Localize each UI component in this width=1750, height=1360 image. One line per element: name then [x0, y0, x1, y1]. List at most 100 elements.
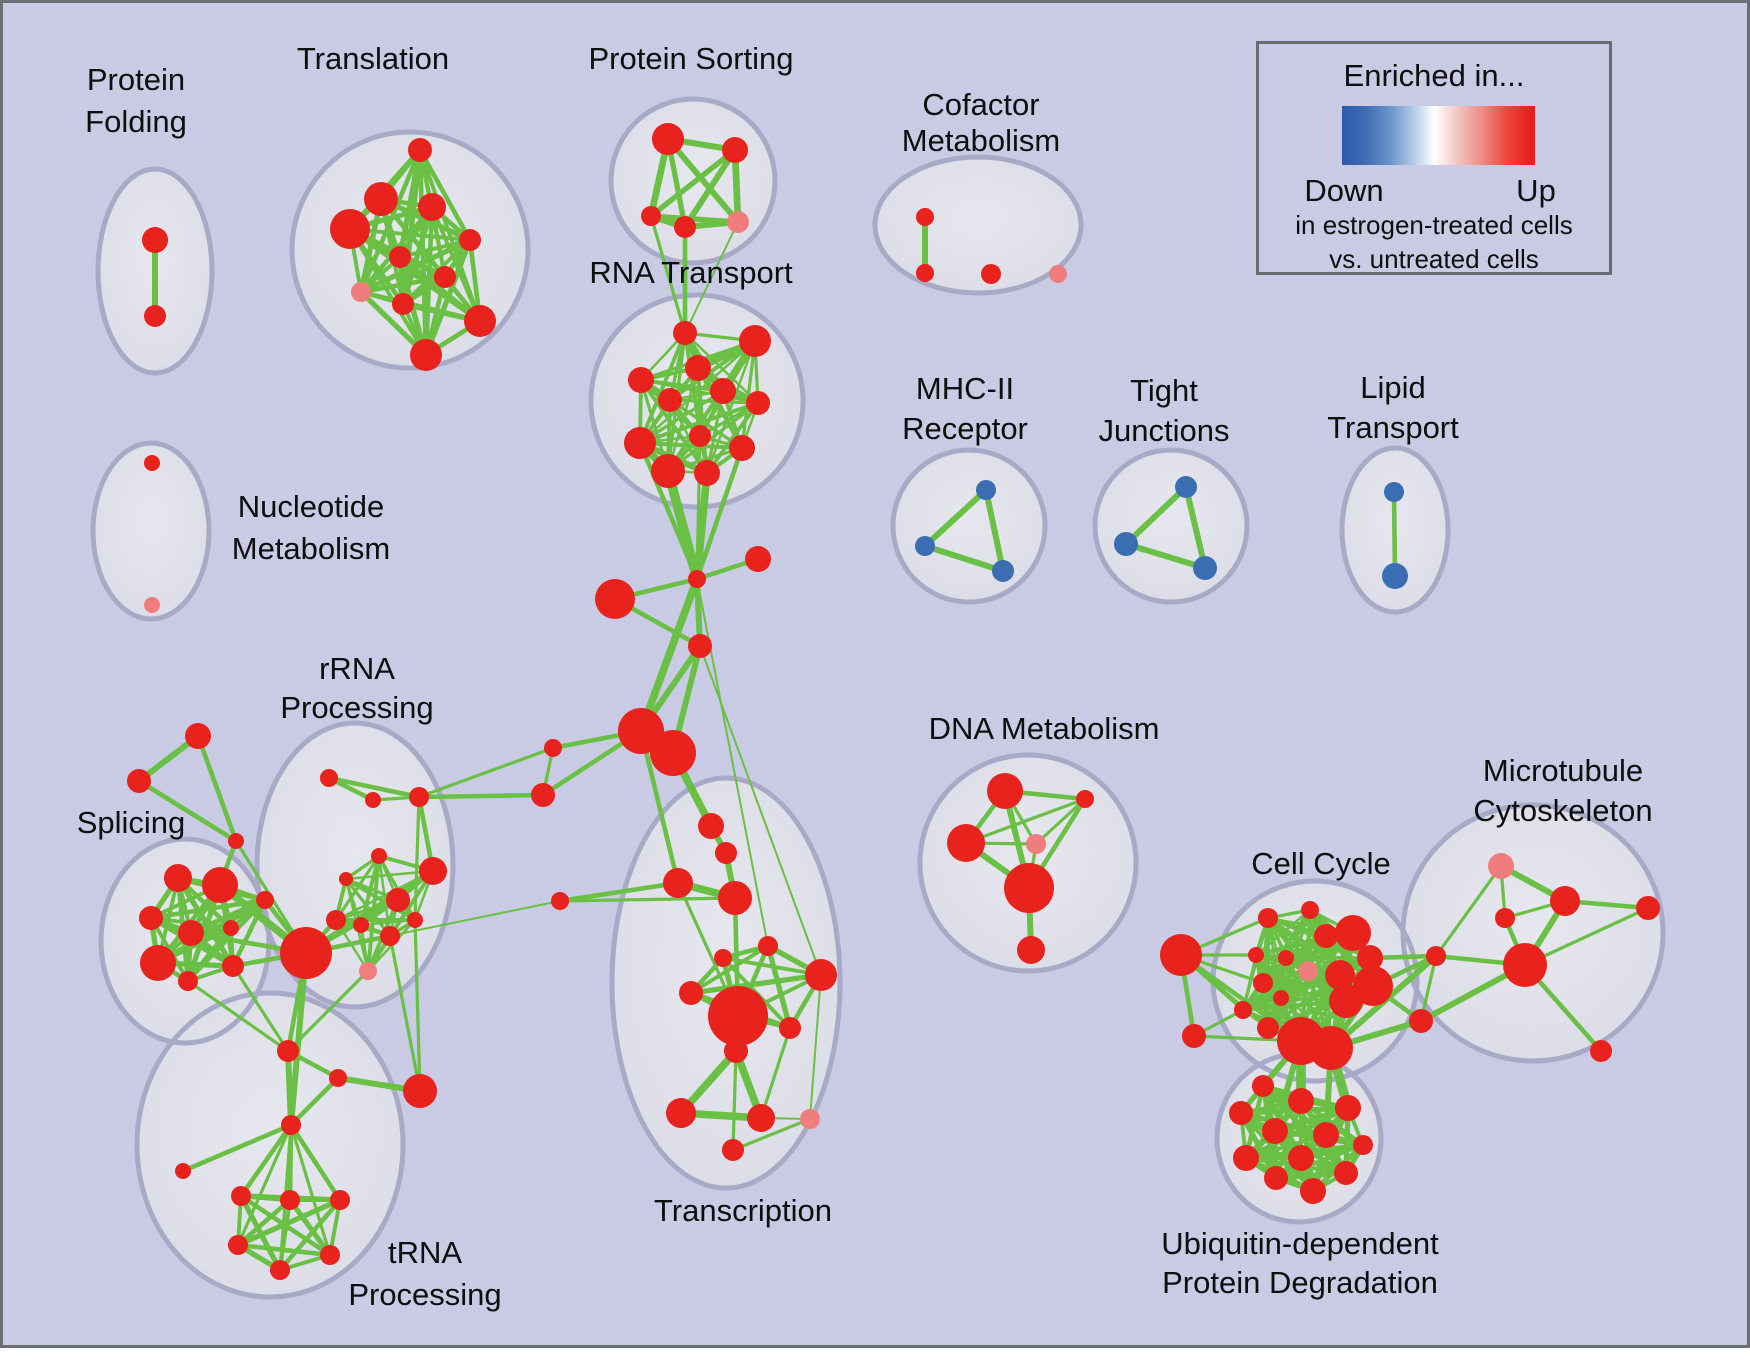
node-x11[interactable]	[724, 1039, 748, 1063]
node-t10[interactable]	[464, 305, 496, 337]
node-hub6[interactable]	[650, 730, 696, 776]
node-cm4[interactable]	[1049, 265, 1067, 283]
node-hub4[interactable]	[688, 634, 712, 658]
node-rt11[interactable]	[651, 454, 685, 488]
node-c8[interactable]	[1298, 961, 1318, 981]
node-x3[interactable]	[663, 868, 693, 898]
node-lt2[interactable]	[1382, 563, 1408, 589]
node-h6[interactable]	[270, 1260, 290, 1280]
node-x13[interactable]	[747, 1104, 775, 1132]
node-c1[interactable]	[1258, 908, 1278, 928]
node-sp2[interactable]	[127, 769, 151, 793]
node-r8[interactable]	[326, 910, 346, 930]
node-ps2[interactable]	[722, 137, 748, 163]
node-c3[interactable]	[1314, 924, 1338, 948]
node-c12[interactable]	[1325, 960, 1355, 990]
node-rt6[interactable]	[710, 378, 736, 404]
node-x4[interactable]	[718, 881, 752, 915]
node-t3[interactable]	[330, 209, 370, 249]
node-j1[interactable]	[1426, 946, 1446, 966]
node-x1[interactable]	[698, 813, 724, 839]
node-rt3[interactable]	[685, 355, 711, 381]
node-pf2[interactable]	[144, 305, 166, 327]
node-c2[interactable]	[1301, 901, 1319, 919]
node-trl[interactable]	[175, 1163, 191, 1179]
node-rt12[interactable]	[694, 460, 720, 486]
node-x15[interactable]	[722, 1139, 744, 1161]
node-u9[interactable]	[1288, 1145, 1314, 1171]
node-r3[interactable]	[409, 787, 429, 807]
node-t7[interactable]	[434, 266, 456, 288]
node-d6[interactable]	[1017, 936, 1045, 964]
node-t8[interactable]	[351, 282, 371, 302]
node-u11[interactable]	[1300, 1178, 1326, 1204]
node-c6[interactable]	[1248, 947, 1264, 963]
node-r1[interactable]	[320, 769, 338, 787]
node-u2[interactable]	[1288, 1088, 1314, 1114]
node-r7[interactable]	[386, 888, 410, 912]
node-c9[interactable]	[1253, 973, 1273, 993]
node-tj3[interactable]	[1193, 556, 1217, 580]
node-u6[interactable]	[1313, 1122, 1339, 1148]
node-mid1[interactable]	[277, 1040, 299, 1062]
node-d4[interactable]	[1026, 834, 1046, 854]
node-m2[interactable]	[915, 536, 935, 556]
node-rt8[interactable]	[689, 425, 711, 447]
node-s2[interactable]	[202, 867, 238, 903]
node-c7[interactable]	[1278, 950, 1294, 966]
node-t11[interactable]	[410, 339, 442, 371]
node-cm1[interactable]	[916, 208, 934, 226]
node-x9[interactable]	[679, 981, 703, 1005]
node-xhub[interactable]	[708, 986, 768, 1046]
node-rt9[interactable]	[624, 427, 656, 459]
node-r5[interactable]	[339, 872, 353, 886]
node-ccl[interactable]	[1182, 1024, 1206, 1048]
node-s4[interactable]	[178, 920, 204, 946]
node-s9[interactable]	[222, 955, 244, 977]
node-u3[interactable]	[1229, 1101, 1253, 1125]
node-lsm1[interactable]	[544, 739, 562, 757]
node-cm2[interactable]	[916, 264, 934, 282]
node-mc2[interactable]	[1550, 886, 1580, 916]
node-c14[interactable]	[1329, 984, 1363, 1018]
node-t6[interactable]	[389, 246, 411, 268]
node-r6[interactable]	[419, 857, 447, 885]
node-nm2[interactable]	[144, 597, 160, 613]
node-u12[interactable]	[1334, 1161, 1358, 1185]
node-h1[interactable]	[231, 1186, 251, 1206]
node-hub1[interactable]	[688, 570, 706, 588]
node-pf1[interactable]	[142, 227, 168, 253]
node-tj2[interactable]	[1114, 532, 1138, 556]
node-ccb[interactable]	[1160, 934, 1202, 976]
node-hub5[interactable]	[618, 708, 664, 754]
node-sp1[interactable]	[185, 723, 211, 749]
node-rt7[interactable]	[746, 391, 770, 415]
node-j2[interactable]	[1409, 1009, 1433, 1033]
node-ps4[interactable]	[674, 216, 696, 238]
node-tj1[interactable]	[1175, 476, 1197, 498]
node-s7[interactable]	[140, 945, 176, 981]
node-mc4[interactable]	[1503, 943, 1547, 987]
node-r10[interactable]	[380, 926, 400, 946]
node-c4[interactable]	[1335, 915, 1371, 951]
node-x2[interactable]	[715, 842, 737, 864]
node-trj[interactable]	[281, 1115, 301, 1135]
node-rt10[interactable]	[729, 435, 755, 461]
node-t5[interactable]	[459, 229, 481, 251]
node-h3[interactable]	[330, 1190, 350, 1210]
node-d3[interactable]	[947, 824, 985, 862]
node-s6[interactable]	[256, 891, 274, 909]
node-bighub[interactable]	[280, 927, 332, 979]
node-ps1[interactable]	[652, 123, 684, 155]
node-mc1[interactable]	[1488, 853, 1514, 879]
node-c10[interactable]	[1273, 990, 1289, 1006]
node-s1[interactable]	[164, 864, 192, 892]
node-bigR[interactable]	[403, 1074, 437, 1108]
node-m3[interactable]	[992, 560, 1014, 582]
node-t9[interactable]	[392, 293, 414, 315]
node-u7[interactable]	[1353, 1135, 1373, 1155]
node-x14[interactable]	[800, 1109, 820, 1129]
node-u4[interactable]	[1335, 1095, 1361, 1121]
node-cm3[interactable]	[981, 264, 1001, 284]
node-lsm2[interactable]	[531, 783, 555, 807]
